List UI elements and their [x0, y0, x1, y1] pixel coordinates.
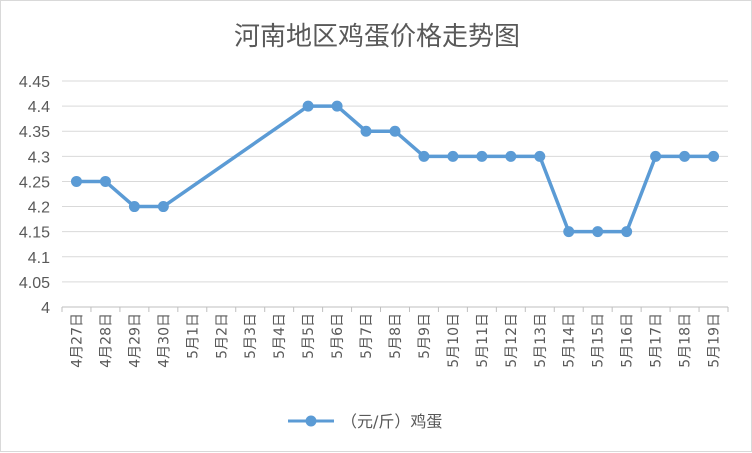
x-tick-label: 5月17日: [649, 313, 665, 368]
x-tick-label: 5月14日: [562, 313, 578, 368]
data-point: [505, 150, 517, 162]
legend: （元/斤）鸡蛋: [288, 412, 442, 431]
x-tick-label: 5月19日: [707, 313, 723, 368]
y-tick-label: 4.25: [19, 174, 50, 191]
chart-title: 河南地区鸡蛋价格走势图: [234, 22, 520, 52]
x-tick-label: 5月15日: [591, 313, 607, 368]
y-tick-label: 4.3: [28, 149, 50, 166]
data-point: [302, 100, 314, 112]
x-tick-label: 5月9日: [417, 313, 433, 359]
y-tick-label: 4.2: [28, 200, 50, 217]
data-point: [99, 175, 111, 187]
legend-swatch-marker: [305, 415, 317, 427]
gridlines: [62, 80, 728, 308]
x-tick-label: 5月8日: [388, 313, 404, 359]
data-point: [389, 125, 401, 137]
x-tick-label: 5月11日: [475, 313, 491, 368]
x-axis-ticks: 4月27日 4月28日 4月29日 4月30日 5月1日 5月2日 5月3日 5月4日 5月5日…: [69, 313, 722, 368]
x-axis: [61, 306, 729, 312]
data-point: [70, 175, 82, 187]
y-tick-label: 4.05: [19, 275, 50, 292]
y-tick-label: 4.15: [19, 225, 50, 242]
data-point: [650, 150, 662, 162]
x-tick-label: 4月28日: [98, 313, 114, 368]
series-layer: [70, 100, 720, 238]
y-tick-label: 4.35: [19, 124, 50, 141]
data-point: [563, 226, 575, 238]
data-point: [157, 201, 169, 213]
y-tick-label: 4: [41, 300, 50, 317]
x-tick-label: 5月1日: [185, 313, 201, 359]
x-tick-label: 5月3日: [243, 313, 259, 359]
x-tick-label: 5月12日: [504, 313, 520, 368]
x-tick-label: 5月10日: [446, 313, 462, 368]
data-point: [476, 150, 488, 162]
x-tick-label: 5月5日: [301, 313, 317, 359]
x-tick-label: 5月7日: [359, 313, 375, 359]
x-tick-label: 4月29日: [127, 313, 143, 368]
y-tick-label: 4.4: [28, 99, 50, 116]
y-tick-label: 4.45: [19, 74, 50, 91]
data-point: [592, 226, 604, 238]
x-tick-label: 4月30日: [156, 313, 172, 368]
x-tick-label: 5月18日: [678, 313, 694, 368]
series-line: [76, 104, 714, 234]
x-tick-label: 5月4日: [272, 313, 288, 359]
data-point: [418, 150, 430, 162]
data-point: [360, 125, 372, 137]
x-tick-label: 5月16日: [620, 313, 636, 368]
data-point: [621, 226, 633, 238]
data-point: [331, 100, 343, 112]
data-point: [128, 201, 140, 213]
data-point: [708, 150, 720, 162]
x-tick-label: 5月13日: [533, 313, 549, 368]
x-tick-label: 5月6日: [330, 313, 346, 359]
y-axis-ticks: 4 4.05 4.1 4.15 4.2 4.25 4.3 4.35 4.4 4.45: [19, 74, 50, 317]
y-tick-label: 4.1: [28, 250, 50, 267]
data-point: [447, 150, 459, 162]
legend-label: （元/斤）鸡蛋: [341, 412, 442, 431]
data-point: [534, 150, 546, 162]
data-point: [679, 150, 691, 162]
x-tick-label: 5月2日: [214, 313, 230, 359]
x-tick-label: 4月27日: [69, 313, 85, 368]
